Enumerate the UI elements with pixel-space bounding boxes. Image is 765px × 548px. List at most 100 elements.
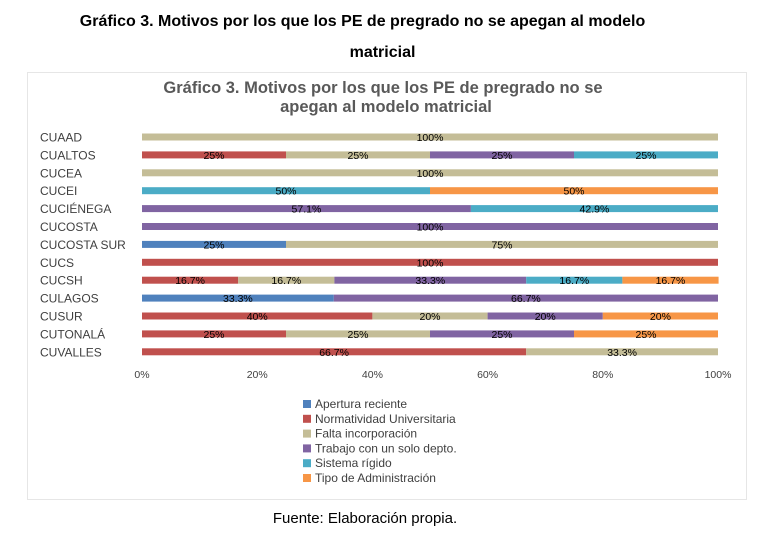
bar-segment xyxy=(334,276,527,284)
bar-segment xyxy=(142,205,471,213)
data-label: 25% xyxy=(203,150,224,162)
chart-title-line1: Gráfico 3. Motivos por los que los PE de… xyxy=(163,79,602,97)
data-label: 25% xyxy=(635,329,656,341)
bar-segment xyxy=(142,330,286,338)
category-label: CUCSH xyxy=(40,274,83,288)
category-label: CUAAD xyxy=(40,131,82,145)
category-label: CUVALLES xyxy=(40,345,102,359)
legend-entry: Apertura reciente xyxy=(315,397,407,411)
data-label: 16.7% xyxy=(559,275,589,287)
data-label: 33.3% xyxy=(415,275,445,287)
data-label: 25% xyxy=(347,150,368,162)
legend-entry: Trabajo con un solo depto. xyxy=(315,441,457,455)
bar-segment xyxy=(602,312,718,320)
bar-segment xyxy=(470,205,718,213)
x-tick-label: 20% xyxy=(247,369,268,381)
category-label: CUCS xyxy=(40,256,74,270)
x-tick-label: 100% xyxy=(705,369,732,381)
category-label: CUSUR xyxy=(40,310,83,324)
data-label: 57.1% xyxy=(292,204,322,216)
x-tick-label: 0% xyxy=(134,369,149,381)
x-tick-label: 60% xyxy=(477,369,498,381)
bar-segment xyxy=(574,330,718,338)
bar-segment xyxy=(526,276,623,284)
bar-segment xyxy=(238,276,335,284)
legend-swatch xyxy=(303,444,311,453)
chart-title-line2: apegan al modelo matricial xyxy=(280,98,492,116)
data-label: 33.3% xyxy=(223,293,253,305)
bar-segment xyxy=(372,312,488,320)
figure-source: Fuente: Elaboración propia. xyxy=(272,510,458,527)
data-label: 42.9% xyxy=(580,204,610,216)
bar-segment xyxy=(142,294,334,302)
bar-segment xyxy=(526,348,718,356)
bar-segment xyxy=(142,151,286,159)
data-label: 66.7% xyxy=(319,347,349,359)
data-label: 16.7% xyxy=(656,275,686,287)
bar-segment xyxy=(286,240,718,248)
data-label: 20% xyxy=(419,311,440,323)
data-label: 16.7% xyxy=(271,275,301,287)
legend-swatch xyxy=(303,400,311,408)
bar-segment xyxy=(142,258,718,266)
bar-segment xyxy=(286,330,430,338)
legend-entry: Sistema rígido xyxy=(315,456,392,470)
data-label: 100% xyxy=(417,257,444,269)
bar-segment xyxy=(487,312,603,320)
category-label: CUCEA xyxy=(40,166,82,180)
bar-segment xyxy=(430,187,718,195)
bar-segment xyxy=(430,330,574,338)
bar-segment xyxy=(430,151,574,159)
data-label: 33.3% xyxy=(607,347,637,359)
legend-entry: Falta incorporación xyxy=(315,427,417,441)
data-label: 25% xyxy=(491,329,512,341)
data-label: 25% xyxy=(203,329,224,341)
document-title-line2: matricial xyxy=(349,44,416,61)
bar-segment xyxy=(142,187,430,195)
legend-swatch xyxy=(303,459,311,468)
bar-segment xyxy=(142,169,718,177)
legend-swatch xyxy=(303,474,311,482)
data-label: 20% xyxy=(650,311,671,323)
category-label: CUCOSTA SUR xyxy=(40,238,126,252)
bar-segment xyxy=(142,133,718,141)
bar-segment xyxy=(622,276,719,284)
bar-segment xyxy=(142,276,239,284)
x-tick-label: 40% xyxy=(362,369,383,381)
data-label: 25% xyxy=(635,150,656,162)
data-label: 50% xyxy=(275,186,296,198)
data-label: 100% xyxy=(417,222,444,234)
legend-swatch xyxy=(303,414,311,423)
bar-segment xyxy=(142,240,286,248)
x-tick-label: 80% xyxy=(592,369,613,381)
data-label: 66.7% xyxy=(511,293,541,305)
bar-segment xyxy=(333,294,718,302)
legend-entry: Tipo de Administración xyxy=(315,471,436,485)
bar-segment xyxy=(286,151,430,159)
category-label: CUCOSTA xyxy=(40,220,98,234)
chart-panel: Gráfico 3. Motivos por los que los PE de… xyxy=(27,72,747,500)
category-label: CUTONALÁ xyxy=(40,326,105,341)
category-label: CUALTOS xyxy=(40,148,96,162)
bar-segment xyxy=(142,348,527,356)
data-label: 25% xyxy=(491,150,512,162)
stacked-bar-chart: Gráfico 3. Motivos por los que los PE de… xyxy=(40,79,732,485)
category-label: CUCEI xyxy=(40,184,77,198)
legend-swatch xyxy=(303,429,311,438)
data-label: 100% xyxy=(417,132,444,144)
bar-segment xyxy=(142,312,373,320)
data-label: 25% xyxy=(203,239,224,251)
category-label: CULAGOS xyxy=(40,292,99,306)
bar-segment xyxy=(142,223,718,230)
bar-segment xyxy=(574,151,718,159)
data-label: 25% xyxy=(347,329,368,341)
category-label: CUCIÉNEGA xyxy=(40,201,111,216)
data-label: 20% xyxy=(535,311,556,323)
legend-entry: Normatividad Universitaria xyxy=(315,412,456,426)
data-label: 40% xyxy=(247,311,268,323)
data-label: 100% xyxy=(417,168,444,180)
document-title-line1: Gráfico 3. Motivos por los que los PE de… xyxy=(79,13,646,30)
data-label: 75% xyxy=(491,239,512,251)
data-label: 16.7% xyxy=(175,275,205,287)
data-label: 50% xyxy=(563,186,584,198)
